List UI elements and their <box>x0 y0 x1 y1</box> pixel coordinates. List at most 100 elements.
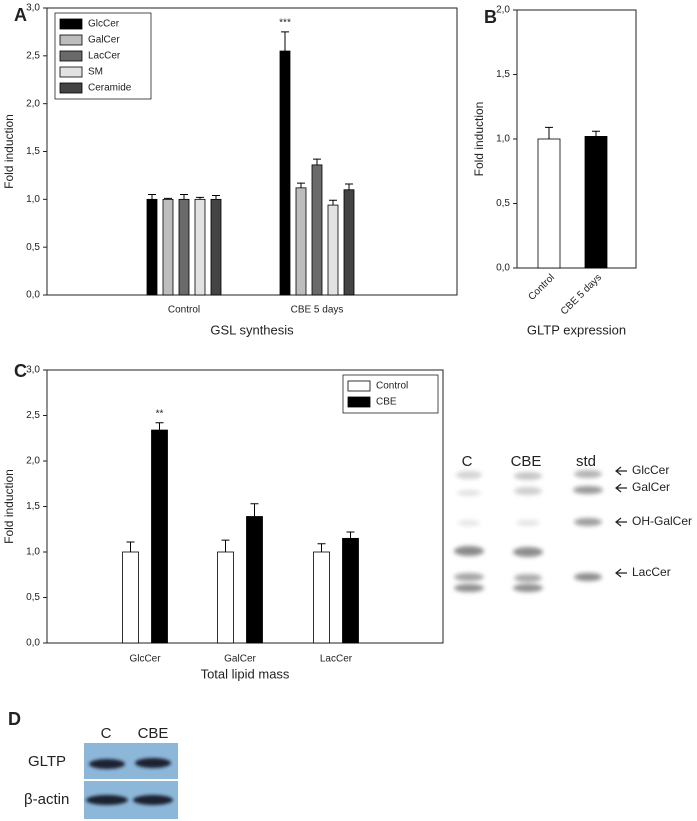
x-tick-label: CBE 5 days <box>559 272 604 317</box>
y-tick-label: 1,0 <box>26 194 40 205</box>
y-tick-label: 3,0 <box>26 3 40 14</box>
bar <box>584 136 608 269</box>
x-axis-label: Total lipid mass <box>201 666 290 681</box>
blot-bands <box>86 758 173 805</box>
y-axis-label: Fold induction <box>2 114 16 189</box>
x-axis-label: GSL synthesis <box>210 322 294 337</box>
bar <box>146 198 158 296</box>
plot-frame <box>516 9 637 269</box>
legend-label: LacCer <box>88 51 121 62</box>
bar <box>194 198 206 296</box>
x-tick-label: LacCer <box>320 654 353 665</box>
y-tick-label: 0,0 <box>26 290 40 301</box>
error-bar <box>148 194 156 200</box>
bar <box>122 551 139 644</box>
panel-letter: C <box>14 361 27 381</box>
tlc-plate: C CBE std GlcCer GalCer <box>454 453 692 592</box>
legend-label: Control <box>376 381 408 392</box>
blot-lane-label: CBE <box>138 725 169 742</box>
tlc-bands <box>454 470 603 592</box>
y-tick-label: 0,0 <box>496 263 510 274</box>
western-blot: D C CBE GLTP β-actin <box>8 709 178 819</box>
bar <box>537 138 561 269</box>
error-bar <box>155 422 164 431</box>
bar <box>178 198 190 296</box>
x-tick-label: Control <box>526 272 557 303</box>
legend-swatch <box>59 82 83 94</box>
x-axis-label: GLTP expression <box>527 322 626 337</box>
tlc-lane-label: std <box>576 453 596 470</box>
bar <box>162 198 174 296</box>
panel-letter: B <box>484 7 497 27</box>
y-axis-label: Fold induction <box>2 469 16 544</box>
y-tick-label: 0,5 <box>26 592 40 603</box>
bar <box>311 164 323 296</box>
tlc-band-label: OH-GalCer <box>632 514 692 528</box>
bar <box>217 551 234 644</box>
x-tick-label: Control <box>168 305 200 316</box>
x-tick-label: GlcCer <box>129 654 161 665</box>
error-bar <box>329 199 337 206</box>
y-axis-label: Fold induction <box>472 102 486 177</box>
y-tick-label: 1,5 <box>26 146 40 157</box>
error-bar <box>297 182 305 188</box>
significance-label: *** <box>279 18 291 29</box>
y-tick-label: 1,5 <box>26 501 40 512</box>
error-bar <box>250 503 259 517</box>
blot-row-label: GLTP <box>28 753 66 770</box>
significance-label: ** <box>156 408 164 419</box>
legend-label: SM <box>88 67 103 78</box>
y-tick-label: 0,5 <box>496 198 510 209</box>
error-bar <box>346 531 355 539</box>
y-tick-label: 2,5 <box>26 50 40 61</box>
tlc-lane-label: CBE <box>511 453 542 470</box>
y-tick-label: 0,5 <box>26 242 40 253</box>
legend-label: GalCer <box>88 35 120 46</box>
panel-letter: D <box>8 709 21 729</box>
bar <box>279 50 291 296</box>
blot-lane-label: C <box>101 725 112 742</box>
legend-swatch <box>59 50 83 62</box>
legend-label: CBE <box>376 397 397 408</box>
error-bar <box>164 197 172 200</box>
y-tick-label: 2,5 <box>26 410 40 421</box>
error-bar <box>196 196 204 200</box>
y-tick-label: 1,0 <box>26 547 40 558</box>
legend-label: GlcCer <box>88 19 120 30</box>
x-tick-label: GalCer <box>224 654 256 665</box>
tlc-band-label: GalCer <box>632 480 670 494</box>
tlc-band-label: GlcCer <box>632 463 669 477</box>
y-tick-label: 2,0 <box>26 98 40 109</box>
bar <box>327 204 339 296</box>
bar <box>246 516 263 644</box>
error-bar <box>592 130 600 137</box>
legend-label: Ceramide <box>88 83 132 94</box>
bar <box>343 189 355 296</box>
error-bar <box>317 543 326 552</box>
x-tick-label: CBE 5 days <box>291 305 344 316</box>
y-tick-label: 2,0 <box>496 5 510 16</box>
y-tick-label: 0,0 <box>26 638 40 649</box>
tlc-lane-label: C <box>462 453 473 470</box>
error-bar <box>313 158 321 165</box>
legend-swatch <box>347 380 371 392</box>
tlc-arrows <box>615 466 627 578</box>
error-bar <box>221 539 230 552</box>
y-tick-label: 3,0 <box>26 365 40 376</box>
legend-swatch <box>59 66 83 78</box>
bar <box>313 551 330 644</box>
legend-swatch <box>347 396 371 408</box>
error-bar <box>281 31 289 52</box>
error-bar <box>126 541 135 552</box>
legend-swatch <box>59 34 83 46</box>
error-bar <box>180 194 188 200</box>
error-bar <box>545 126 553 139</box>
blot-row-label: β-actin <box>24 791 69 808</box>
panel-letter: A <box>14 5 27 25</box>
bar <box>295 187 307 296</box>
y-tick-label: 1,5 <box>496 69 510 80</box>
error-bar <box>212 195 220 200</box>
bar <box>342 537 359 644</box>
tlc-band-label: LacCer <box>632 565 671 579</box>
